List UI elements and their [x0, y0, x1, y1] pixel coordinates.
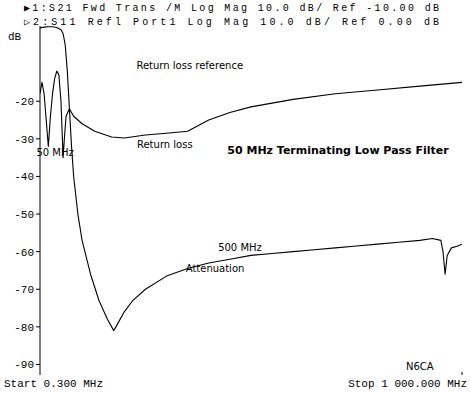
- trace: [40, 27, 462, 331]
- x-tick-label: Start 0.300 MHz: [4, 378, 103, 390]
- chart-svg: ▶1:S21 Fwd Trans /M Log Mag 10.0 dB/ Ref…: [0, 0, 471, 393]
- annotation: 50 MHz: [36, 147, 73, 158]
- x-tick-label: Stop 1 000.000 MHz: [348, 378, 467, 390]
- chart-title: 50 MHz Terminating Low Pass Filter: [227, 144, 449, 157]
- y-tick: [36, 364, 40, 365]
- y-tick-label: -70: [14, 284, 34, 296]
- y-tick: [36, 251, 40, 252]
- y-tick-label: -90: [14, 359, 34, 371]
- y-tick-label: -50: [14, 209, 34, 221]
- x-tick: [40, 372, 41, 375]
- annotation: Return loss reference: [136, 60, 243, 71]
- background: [0, 0, 471, 393]
- annotation: 500 MHz: [218, 242, 262, 253]
- y-axis-line: [40, 26, 41, 372]
- y-tick-label: -60: [14, 247, 34, 259]
- trace: [40, 71, 462, 158]
- annotation: Return loss: [137, 139, 193, 150]
- header-line: ▶1:S21 Fwd Trans /M Log Mag 10.0 dB/ Ref…: [24, 3, 439, 14]
- y-tick-label: -20: [14, 96, 34, 108]
- y-tick-label: -40: [14, 171, 34, 183]
- y-axis-label: dB: [8, 31, 22, 43]
- y-tick: [36, 289, 40, 290]
- traces: [40, 27, 462, 331]
- header-line: ▷2:S11 Refl Port1 Log Mag 10.0 dB/ Ref 0…: [24, 17, 439, 28]
- y-tick: [36, 101, 40, 102]
- y-tick: [36, 214, 40, 215]
- chart-root: ▶1:S21 Fwd Trans /M Log Mag 10.0 dB/ Ref…: [0, 0, 471, 393]
- y-tick: [36, 138, 40, 139]
- y-tick: [36, 176, 40, 177]
- y-tick-label: -80: [14, 322, 34, 334]
- y-tick-label: -30: [14, 134, 34, 146]
- annotation: Attenuation: [186, 263, 245, 274]
- annotation: N6CA: [406, 361, 434, 372]
- y-tick: [36, 326, 40, 327]
- x-tick: [462, 372, 463, 375]
